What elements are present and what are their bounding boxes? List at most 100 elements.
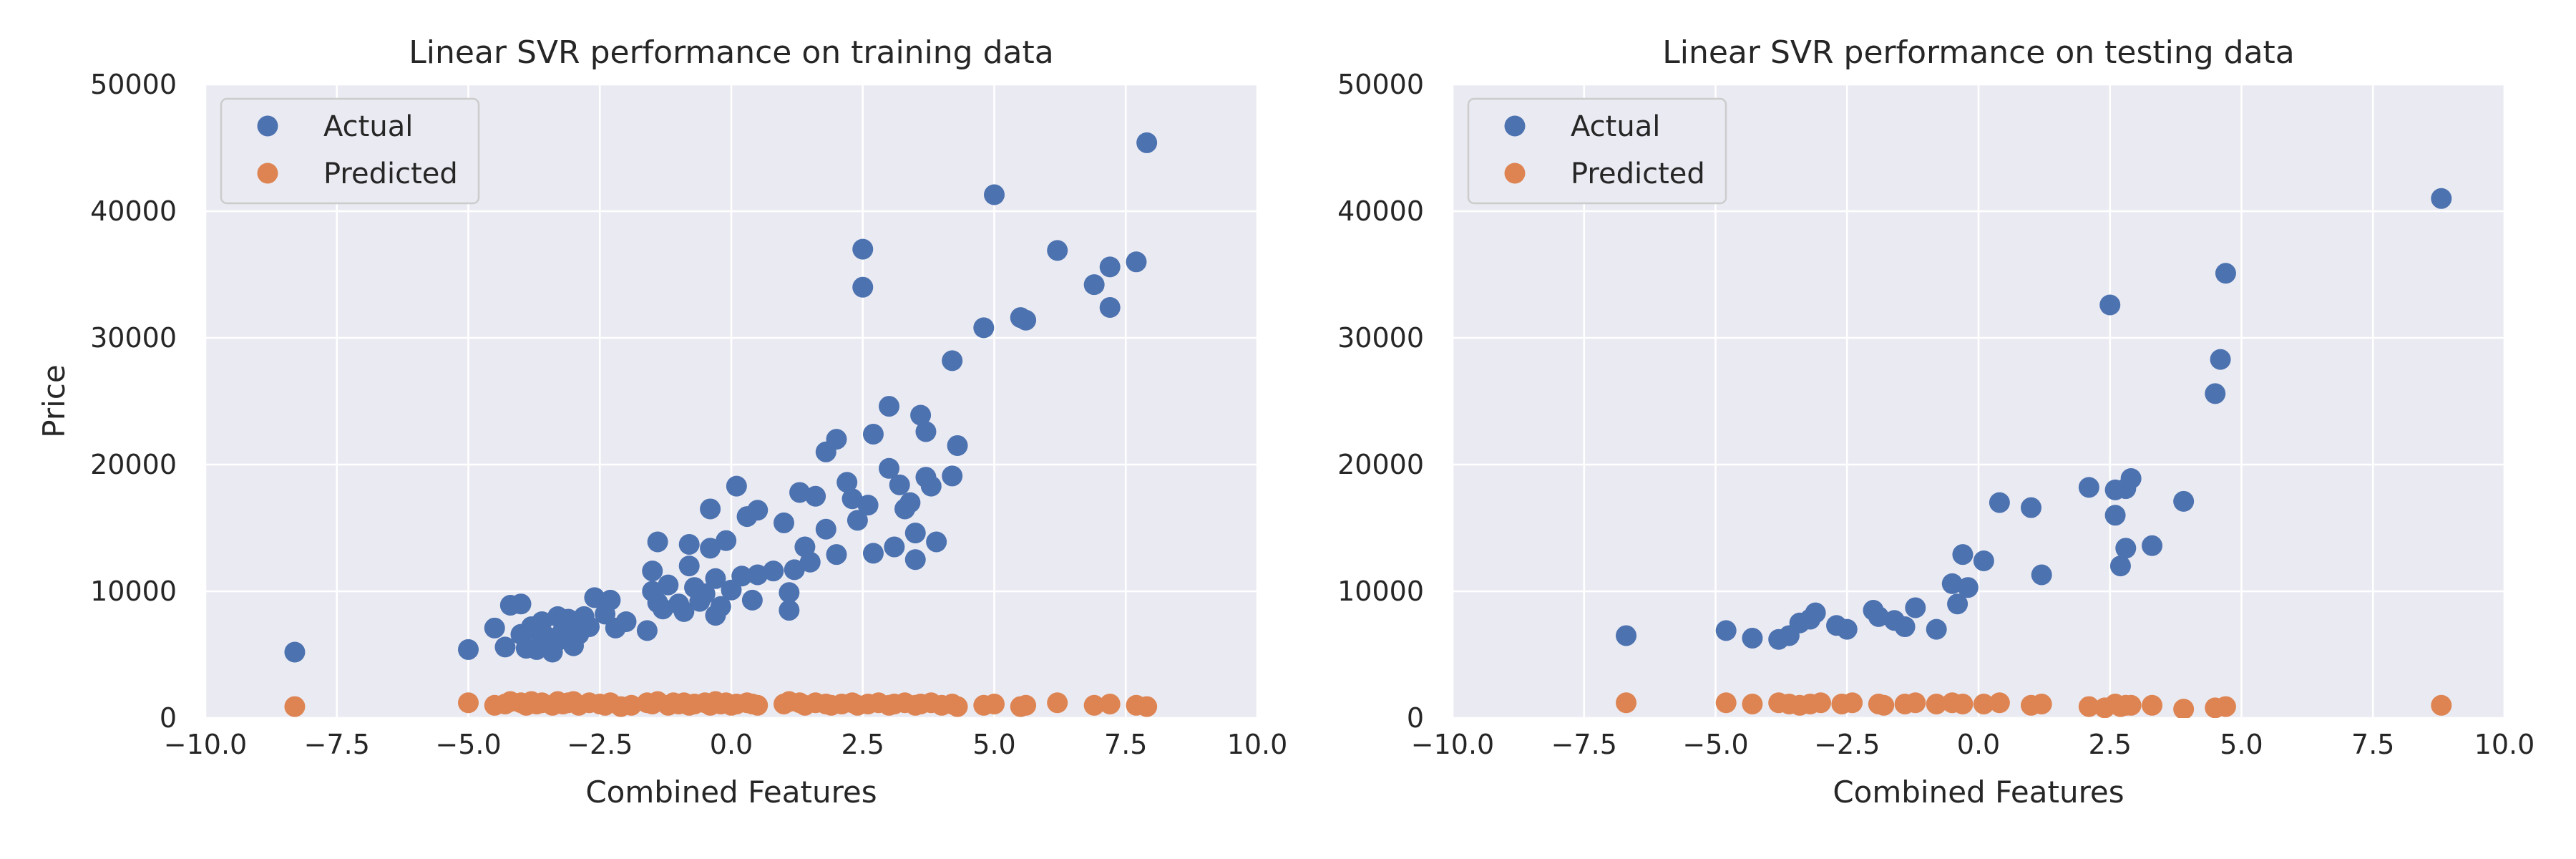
actual-point xyxy=(615,611,637,632)
predicted-point xyxy=(1973,694,1994,715)
actual-point xyxy=(862,424,884,445)
actual-point xyxy=(726,475,747,497)
actual-point xyxy=(642,560,663,582)
x-tick-label: −5.0 xyxy=(1682,729,1748,760)
predicted-point xyxy=(1083,694,1105,716)
actual-point xyxy=(1905,597,1926,618)
actual-point xyxy=(852,238,874,260)
actual-point xyxy=(741,589,763,611)
predicted-point xyxy=(284,696,306,717)
actual-point xyxy=(942,350,963,372)
actual-point xyxy=(2173,490,2195,512)
actual-point xyxy=(984,184,1005,205)
actual-point xyxy=(2120,467,2142,489)
actual-point xyxy=(494,636,516,658)
actual-point xyxy=(2115,538,2137,559)
predicted-point xyxy=(1047,692,1068,714)
predicted-point xyxy=(747,694,769,716)
testing-chart: −10.0 −7.5 −5.0 −2.5 0.0 2.5 5.0 7.5 10.0 0 10000 2… xyxy=(1337,34,2534,810)
predicted-point xyxy=(947,696,968,717)
x-tick-label: 0.0 xyxy=(1957,729,2000,760)
y-tick-label: 50000 xyxy=(90,69,177,100)
actual-point xyxy=(1616,625,1637,646)
actual-point xyxy=(705,568,726,589)
x-axis-label: Combined Features xyxy=(585,775,877,810)
y-tick-label: 40000 xyxy=(1337,195,1424,227)
predicted-point xyxy=(1873,694,1895,716)
actual-point xyxy=(826,544,847,566)
x-tick-label: 0.0 xyxy=(710,729,753,760)
x-axis-label: Combined Features xyxy=(1833,775,2124,810)
y-tick-label: 0 xyxy=(1407,702,1424,734)
predicted-point xyxy=(1136,696,1158,717)
actual-point xyxy=(2142,535,2163,556)
actual-point xyxy=(1868,606,1889,627)
actual-point xyxy=(826,429,847,450)
actual-point xyxy=(774,512,794,533)
actual-point xyxy=(2215,263,2236,284)
actual-point xyxy=(1926,618,1947,640)
actual-point xyxy=(862,543,884,564)
actual-point xyxy=(847,510,868,531)
actual-point xyxy=(678,534,700,555)
actual-point xyxy=(915,421,937,442)
chart-title: Linear SVR performance on training data xyxy=(409,34,1053,71)
x-tick-label: −10.0 xyxy=(164,729,247,760)
predicted-point xyxy=(2120,694,2142,716)
actual-point xyxy=(1836,618,1858,640)
legend-label: Actual xyxy=(323,110,413,143)
predicted-point xyxy=(458,692,479,714)
legend: Actual Predicted xyxy=(1467,97,1727,205)
actual-point xyxy=(2031,564,2052,586)
predicted-point xyxy=(1989,692,2010,714)
data-points xyxy=(1616,188,2452,718)
actual-point xyxy=(579,616,600,638)
x-tick-label: 7.5 xyxy=(1104,729,1147,760)
y-tick-label: 30000 xyxy=(1337,322,1424,354)
predicted-point xyxy=(1905,692,1926,714)
actual-point xyxy=(857,495,879,516)
actual-point xyxy=(1047,240,1068,261)
actual-point xyxy=(673,601,695,622)
actual-point xyxy=(2099,294,2121,316)
actual-point xyxy=(710,596,731,617)
x-tick-label: −7.5 xyxy=(304,729,370,760)
actual-point xyxy=(1941,573,1963,594)
actual-point xyxy=(731,566,753,587)
y-tick-label: 0 xyxy=(160,702,177,734)
actual-point xyxy=(510,593,532,615)
x-tick-label: −7.5 xyxy=(1551,729,1617,760)
legend-marker xyxy=(257,162,278,184)
actual-point xyxy=(1989,492,2010,513)
actual-point xyxy=(2104,505,2126,526)
y-tick-label: 20000 xyxy=(1337,449,1424,480)
predicted-point xyxy=(1952,694,1974,715)
actual-point xyxy=(904,549,926,571)
actual-point xyxy=(884,536,905,558)
predicted-point xyxy=(1015,694,1037,716)
legend-box xyxy=(1467,97,1727,205)
actual-point xyxy=(779,582,800,603)
actual-point xyxy=(1952,544,1974,566)
legend: Actual Predicted xyxy=(220,97,480,205)
actual-point xyxy=(1957,577,1979,598)
predicted-point xyxy=(1715,692,1737,714)
actual-point xyxy=(784,559,805,581)
actual-point xyxy=(836,472,858,493)
actual-point xyxy=(2210,349,2231,370)
x-tick-label: 5.0 xyxy=(2220,729,2263,760)
actual-point xyxy=(2078,477,2099,498)
actual-point xyxy=(899,492,921,513)
predicted-point xyxy=(2031,694,2052,715)
actual-point xyxy=(1947,593,1968,615)
predicted-point xyxy=(2078,696,2099,717)
x-tick-label: 5.0 xyxy=(972,729,1015,760)
x-tick-label: −10.0 xyxy=(1411,729,1494,760)
predicted-point xyxy=(1810,692,1831,714)
actual-point xyxy=(1894,616,1916,638)
training-chart: −10.0 −7.5 −5.0 −2.5 0.0 2.5 5.0 7.5 10.0 0 10000 2… xyxy=(36,34,1287,810)
actual-point xyxy=(747,564,769,586)
actual-point xyxy=(700,498,721,520)
legend-label: Predicted xyxy=(323,157,458,190)
actual-point xyxy=(636,620,658,641)
